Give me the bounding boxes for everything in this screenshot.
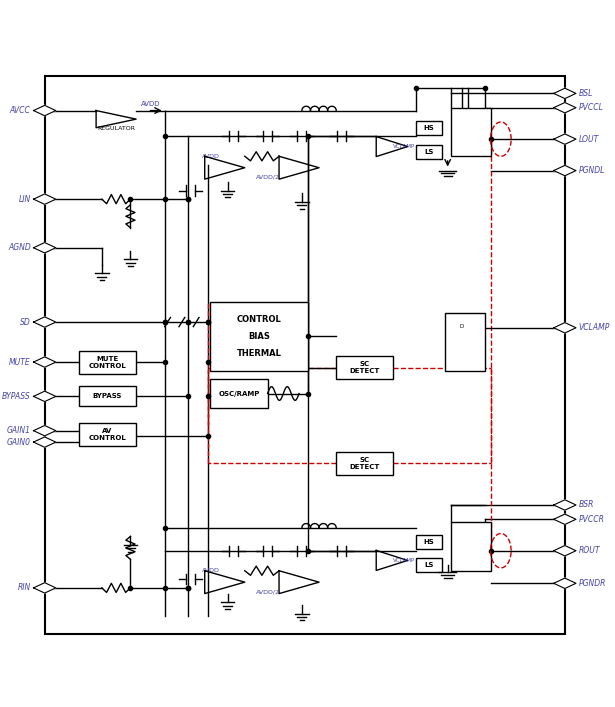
Text: BYPASS: BYPASS	[2, 392, 31, 401]
FancyBboxPatch shape	[210, 302, 308, 370]
FancyBboxPatch shape	[416, 121, 442, 135]
Text: D: D	[460, 324, 464, 329]
Text: VCLAMP: VCLAMP	[393, 144, 415, 149]
Text: VCLAMP: VCLAMP	[393, 558, 415, 563]
Polygon shape	[34, 105, 56, 116]
FancyBboxPatch shape	[79, 423, 136, 446]
Polygon shape	[554, 514, 576, 525]
Text: GAIN1: GAIN1	[7, 426, 31, 436]
FancyBboxPatch shape	[416, 534, 442, 549]
Text: BSL: BSL	[579, 89, 593, 98]
FancyBboxPatch shape	[416, 145, 442, 159]
Text: LIN: LIN	[18, 194, 31, 204]
Polygon shape	[34, 357, 56, 367]
Text: MUTE: MUTE	[9, 358, 31, 366]
Text: LS: LS	[424, 149, 434, 155]
FancyBboxPatch shape	[336, 356, 394, 379]
Polygon shape	[34, 437, 56, 448]
Text: BYPASS: BYPASS	[93, 393, 122, 399]
Text: SC
DETECT: SC DETECT	[349, 457, 380, 469]
Text: AVDD: AVDD	[141, 100, 160, 107]
FancyBboxPatch shape	[451, 522, 491, 571]
Text: LS: LS	[424, 562, 434, 568]
FancyBboxPatch shape	[210, 379, 268, 408]
Text: VCLAMP: VCLAMP	[579, 323, 610, 332]
Text: PVCCR: PVCCR	[579, 515, 605, 524]
Polygon shape	[554, 103, 576, 113]
FancyBboxPatch shape	[79, 386, 136, 406]
FancyBboxPatch shape	[445, 313, 485, 370]
Text: BSR: BSR	[579, 501, 594, 510]
Polygon shape	[554, 322, 576, 333]
Text: RIN: RIN	[17, 583, 31, 592]
Polygon shape	[554, 578, 576, 588]
FancyBboxPatch shape	[79, 351, 136, 373]
FancyBboxPatch shape	[336, 452, 394, 474]
FancyBboxPatch shape	[451, 107, 491, 156]
Text: MUTE
CONTROL: MUTE CONTROL	[89, 356, 127, 368]
Text: SC
DETECT: SC DETECT	[349, 361, 380, 374]
Text: OSC/RAMP: OSC/RAMP	[218, 390, 260, 397]
Text: CONTROL: CONTROL	[237, 315, 282, 324]
Text: REGULATOR: REGULATOR	[97, 127, 135, 132]
Text: ROUT: ROUT	[579, 547, 600, 555]
Text: HS: HS	[424, 125, 434, 131]
Text: SD: SD	[20, 317, 31, 327]
Text: AVDD/2: AVDD/2	[256, 175, 280, 180]
Polygon shape	[554, 88, 576, 98]
Text: PGNDR: PGNDR	[579, 579, 606, 588]
Text: AVCC: AVCC	[10, 106, 31, 115]
Text: THERMAL: THERMAL	[237, 349, 282, 358]
Text: AVDD: AVDD	[202, 154, 220, 159]
Polygon shape	[34, 194, 56, 204]
Polygon shape	[554, 165, 576, 176]
Polygon shape	[34, 243, 56, 253]
Text: PGNDL: PGNDL	[579, 166, 605, 175]
FancyBboxPatch shape	[416, 558, 442, 572]
Polygon shape	[554, 546, 576, 556]
Text: AV
CONTROL: AV CONTROL	[89, 428, 127, 441]
Text: AVDD: AVDD	[202, 568, 220, 573]
Text: BIAS: BIAS	[248, 332, 270, 341]
Polygon shape	[554, 134, 576, 144]
Text: LOUT: LOUT	[579, 134, 599, 144]
Text: AGND: AGND	[8, 243, 31, 252]
Polygon shape	[34, 317, 56, 327]
Text: HS: HS	[424, 539, 434, 545]
Polygon shape	[34, 426, 56, 436]
Text: AVDD/2: AVDD/2	[256, 590, 280, 595]
Polygon shape	[34, 583, 56, 593]
Polygon shape	[34, 391, 56, 402]
Text: PVCCL: PVCCL	[579, 103, 604, 112]
Text: GAIN0: GAIN0	[7, 438, 31, 447]
Polygon shape	[554, 500, 576, 510]
